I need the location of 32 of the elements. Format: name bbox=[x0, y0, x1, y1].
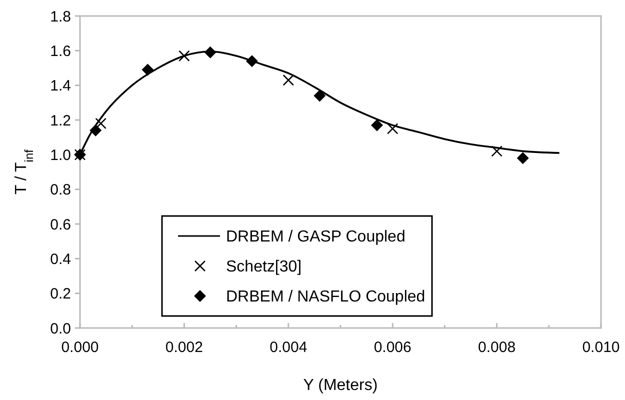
y-tick-label: 1.8 bbox=[50, 8, 71, 26]
y-tick-label: 1.0 bbox=[50, 146, 71, 164]
y-tick-label: 0.8 bbox=[50, 182, 71, 199]
y-tick-label: 0.6 bbox=[50, 216, 71, 234]
legend-label: DRBEM / NASFLO Coupled bbox=[226, 288, 426, 306]
point bbox=[178, 50, 190, 62]
y-tick-label: 0.4 bbox=[50, 250, 71, 268]
point bbox=[370, 119, 383, 132]
x-tick-label: 0.002 bbox=[165, 339, 203, 356]
point bbox=[282, 74, 294, 86]
y-tick-label: 1.2 bbox=[50, 112, 71, 130]
y-tick-label: 1.6 bbox=[50, 42, 71, 60]
point bbox=[516, 152, 529, 164]
x-tick-label: 0.004 bbox=[270, 339, 308, 356]
point bbox=[314, 90, 326, 102]
point bbox=[491, 146, 502, 157]
y-tick-label: 0.2 bbox=[50, 286, 71, 303]
legend-label: Schetz[30] bbox=[226, 258, 302, 276]
point bbox=[95, 118, 106, 130]
x-axis-title: Y (Meters) bbox=[303, 377, 378, 394]
point bbox=[204, 46, 216, 58]
point bbox=[386, 123, 398, 134]
x-tick-label: 0.010 bbox=[582, 339, 620, 356]
text: 0.000 bbox=[61, 339, 99, 356]
y-tick-label: 0.0 bbox=[50, 320, 71, 338]
point bbox=[246, 55, 258, 68]
x-tick-label: 0.008 bbox=[478, 339, 516, 356]
legend-label: DRBEM / GASP Coupled bbox=[226, 228, 406, 246]
x-tick-label: 0.006 bbox=[374, 339, 412, 356]
point bbox=[142, 64, 154, 76]
point bbox=[90, 124, 102, 136]
y-tick-label: 1.4 bbox=[50, 78, 71, 95]
